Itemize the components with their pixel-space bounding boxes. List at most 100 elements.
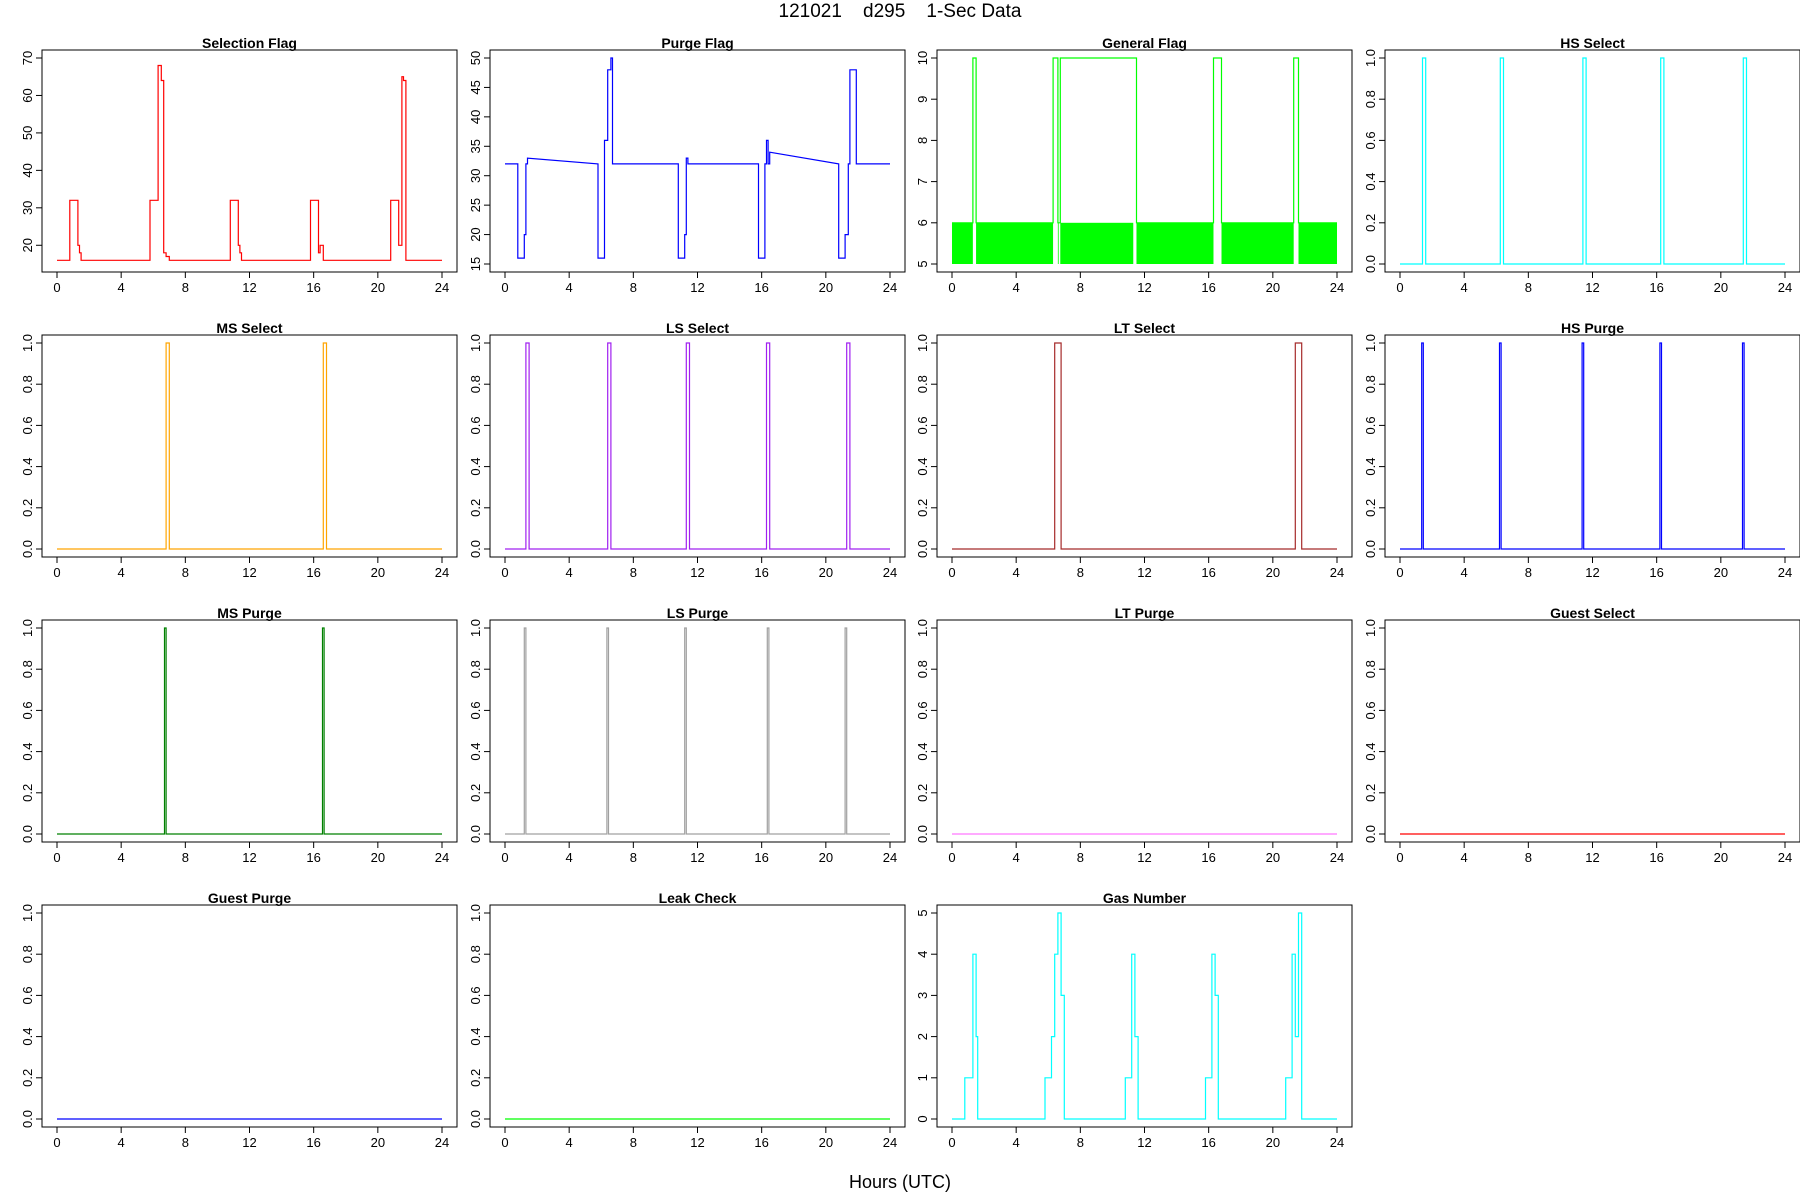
y-tick-label: 1.0 xyxy=(915,334,930,352)
x-tick-label: 16 xyxy=(306,1135,320,1150)
y-tick-label: 0.0 xyxy=(1363,825,1378,843)
y-tick-label: 1.0 xyxy=(468,619,483,637)
y-tick-label: 0.8 xyxy=(1363,375,1378,393)
y-tick-label: 0.4 xyxy=(1363,173,1378,191)
x-tick-label: 20 xyxy=(371,280,385,295)
y-tick-label: 1.0 xyxy=(20,334,35,352)
x-tick-label: 0 xyxy=(501,280,508,295)
y-tick-label: 0.8 xyxy=(468,945,483,963)
y-tick-label: 0.4 xyxy=(468,458,483,476)
y-tick-label: 0.4 xyxy=(468,743,483,761)
series-line xyxy=(57,627,442,835)
x-tick-label: 16 xyxy=(306,850,320,865)
panel-title: MS Purge xyxy=(217,605,282,621)
y-tick-label: 70 xyxy=(20,51,35,65)
plot-frame xyxy=(41,49,458,273)
x-tick-label: 0 xyxy=(948,850,955,865)
series-line xyxy=(1400,342,1785,550)
x-tick-label: 8 xyxy=(630,280,637,295)
y-tick-label: 0.8 xyxy=(915,375,930,393)
y-tick-label: 0.6 xyxy=(468,416,483,434)
y-tick-label: 0.8 xyxy=(20,945,35,963)
y-tick-label: 0.2 xyxy=(468,784,483,802)
y-tick-label: 1.0 xyxy=(1363,619,1378,637)
x-tick-label: 0 xyxy=(948,565,955,580)
y-tick-label: 9 xyxy=(915,96,930,103)
panel-11: Guest Select 0 4 8 12 16 20 24 0.0 0.2 0.4 0.6 0.8 1.… xyxy=(1363,605,1800,865)
y-tick-label: 1.0 xyxy=(1363,334,1378,352)
x-tick-label: 20 xyxy=(1266,280,1280,295)
plot-frame xyxy=(489,904,906,1128)
x-tick-label: 12 xyxy=(242,1135,256,1150)
x-tick-label: 8 xyxy=(1077,1135,1084,1150)
x-tick-label: 8 xyxy=(630,850,637,865)
panel-title: HS Select xyxy=(1560,35,1625,51)
x-tick-label: 8 xyxy=(182,1135,189,1150)
x-tick-label: 16 xyxy=(1649,565,1663,580)
x-tick-label: 0 xyxy=(53,850,60,865)
y-tick-label: 5 xyxy=(915,260,930,267)
panel-title: Purge Flag xyxy=(661,35,733,51)
panel-5: LS Select 0 4 8 12 16 20 24 0.0 0.2 0.4 0.6 0.8 1.0 xyxy=(468,320,906,580)
x-tick-label: 20 xyxy=(371,1135,385,1150)
y-tick-label: 6 xyxy=(915,219,930,226)
y-tick-label: 0.0 xyxy=(468,540,483,558)
x-tick-label: 0 xyxy=(53,280,60,295)
y-tick-label: 40 xyxy=(468,110,483,124)
x-tick-label: 24 xyxy=(1778,565,1792,580)
x-tick-label: 16 xyxy=(754,565,768,580)
x-tick-label: 12 xyxy=(690,1135,704,1150)
series-line xyxy=(505,627,890,835)
y-tick-label: 0.6 xyxy=(915,416,930,434)
y-tick-label: 0.0 xyxy=(1363,540,1378,558)
x-tick-label: 8 xyxy=(1077,850,1084,865)
x-tick-label: 16 xyxy=(1649,850,1663,865)
y-tick-label: 0.2 xyxy=(1363,784,1378,802)
y-tick-label: 0.2 xyxy=(20,1069,35,1087)
x-tick-label: 12 xyxy=(1137,1135,1151,1150)
panel-9: LS Purge 0 4 8 12 16 20 24 0.0 0.2 0.4 0.6 0.8 1.0 xyxy=(468,605,906,865)
y-tick-label: 0.6 xyxy=(20,986,35,1004)
x-tick-label: 4 xyxy=(1461,565,1468,580)
x-tick-label: 16 xyxy=(306,280,320,295)
x-tick-label: 16 xyxy=(754,280,768,295)
y-tick-label: 10 xyxy=(915,51,930,65)
x-tick-label: 16 xyxy=(306,565,320,580)
x-tick-label: 8 xyxy=(182,565,189,580)
x-tick-label: 4 xyxy=(1461,280,1468,295)
x-tick-label: 0 xyxy=(948,280,955,295)
y-tick-label: 35 xyxy=(468,139,483,153)
panel-4: MS Select 0 4 8 12 16 20 24 0.0 0.2 0.4 0.6 0.8 1.0 xyxy=(20,320,458,580)
x-tick-label: 12 xyxy=(242,280,256,295)
x-tick-label: 12 xyxy=(690,850,704,865)
y-tick-label: 0.0 xyxy=(915,825,930,843)
y-tick-label: 20 xyxy=(468,227,483,241)
x-tick-label: 0 xyxy=(948,1135,955,1150)
series-line xyxy=(1400,57,1785,265)
x-tick-label: 20 xyxy=(819,565,833,580)
plot-frame xyxy=(1384,619,1800,843)
x-tick-label: 8 xyxy=(1077,565,1084,580)
series-line xyxy=(57,342,442,550)
band-fill xyxy=(1221,222,1294,264)
panel-title: LS Select xyxy=(666,320,729,336)
panel-title: Selection Flag xyxy=(202,35,297,51)
plot-frame xyxy=(489,49,906,273)
y-tick-label: 1.0 xyxy=(20,904,35,922)
x-tick-label: 12 xyxy=(1137,850,1151,865)
band-fill xyxy=(1136,222,1214,264)
x-tick-label: 24 xyxy=(883,1135,897,1150)
x-tick-label: 16 xyxy=(754,1135,768,1150)
y-tick-label: 0.2 xyxy=(1363,499,1378,517)
x-tick-label: 0 xyxy=(1396,850,1403,865)
x-tick-label: 24 xyxy=(1330,565,1344,580)
x-tick-label: 16 xyxy=(1201,1135,1215,1150)
band-fill xyxy=(1057,222,1059,264)
x-tick-label: 16 xyxy=(1201,850,1215,865)
x-tick-label: 20 xyxy=(819,280,833,295)
band-fill xyxy=(976,222,1054,264)
x-tick-label: 24 xyxy=(1330,280,1344,295)
x-tick-label: 0 xyxy=(53,565,60,580)
